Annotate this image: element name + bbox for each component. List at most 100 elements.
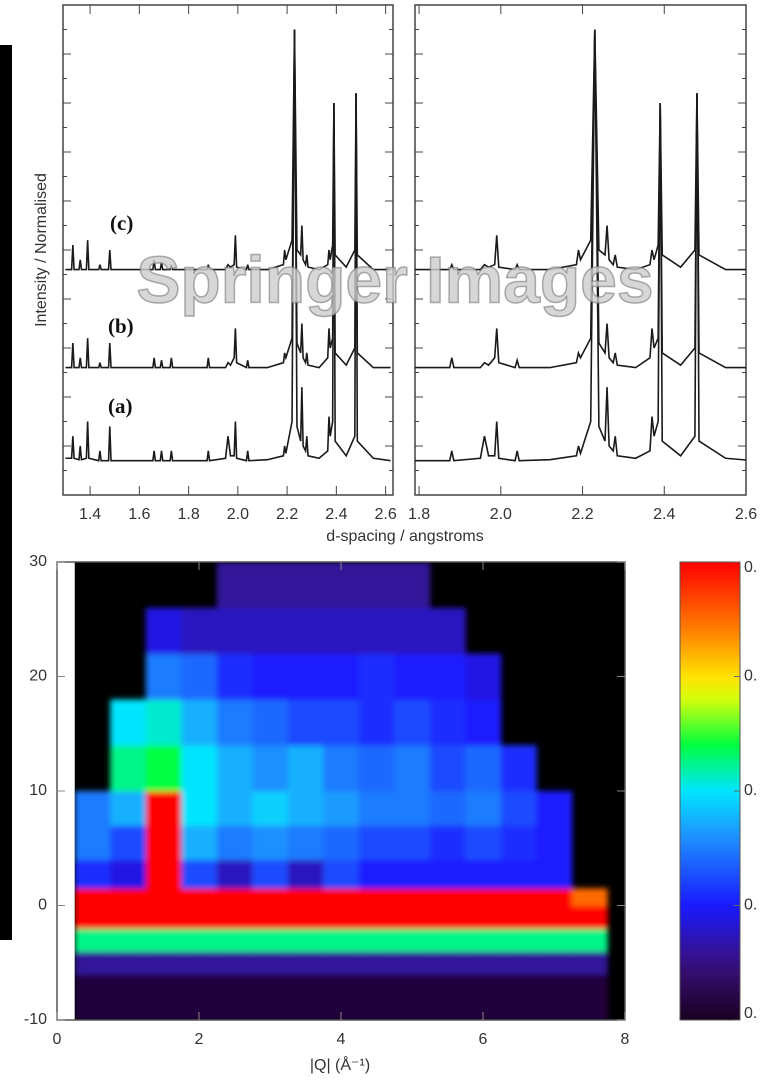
heatmap-cell (74, 928, 111, 952)
heatmap-cell (252, 859, 289, 889)
x-tick-label: 8 (621, 1031, 630, 1048)
heatmap-cell (429, 745, 466, 792)
heatmap-cell (74, 888, 111, 906)
heatmap-cell (358, 825, 395, 861)
heatmap-cell (323, 928, 360, 952)
heatmap-cell (394, 745, 431, 792)
heatmap-cell (429, 699, 466, 746)
series-label: (b) (108, 314, 134, 338)
y-tick-label: -10 (24, 1011, 47, 1028)
heatmap-cell (429, 653, 466, 700)
heatmap-cell (429, 825, 466, 861)
heatmap-cell (181, 791, 218, 826)
heatmap-cell (216, 859, 253, 889)
heatmap-cell (429, 974, 466, 1020)
heatmap-cell (145, 653, 182, 700)
heatmap-cell (287, 607, 324, 655)
spectrum-line (415, 29, 746, 271)
heatmap-cell (571, 951, 608, 975)
heatmap-cell (145, 974, 182, 1020)
heatmap-cell (145, 928, 182, 952)
x-tick-label: 2.0 (227, 506, 249, 523)
x-tick-label: 2.4 (325, 506, 347, 523)
heatmap-cell (216, 888, 253, 906)
x-axis-label: d-spacing / angstroms (326, 528, 483, 545)
heatmap-cell (500, 928, 537, 952)
heatmap-cell (145, 951, 182, 975)
heatmap-cell (571, 974, 608, 1020)
heatmap-cell (394, 562, 431, 609)
heatmap-cell (216, 562, 253, 609)
heatmap-cell (323, 745, 360, 792)
heatmap-cell (465, 888, 502, 906)
heatmap-cell (429, 928, 466, 952)
heatmap-cell (216, 607, 253, 655)
spectrum-line (65, 29, 391, 462)
heatmap-cell (74, 951, 111, 975)
heatmap-cell (358, 859, 395, 889)
colorbar-tick-label: 0. (744, 668, 757, 685)
heatmap-cell (536, 859, 573, 889)
heatmap-cell (216, 653, 253, 700)
x-tick-label: 1.8 (408, 506, 430, 523)
heatmap-cell (465, 699, 502, 746)
heatmap-cell (252, 562, 289, 609)
heatmap-cell (110, 951, 147, 975)
heatmap-cell (500, 974, 537, 1020)
heatmap-cell (287, 905, 324, 929)
heatmap-cell (571, 888, 608, 906)
heatmap-cell (181, 699, 218, 746)
heatmap-cell (571, 905, 608, 929)
heatmap-cell (500, 745, 537, 792)
heatmap-cell (323, 653, 360, 700)
heatmap-cell (500, 859, 537, 889)
heatmap-cell (358, 699, 395, 746)
heatmap-cell (181, 653, 218, 700)
heatmap-cell (252, 825, 289, 861)
heatmap-cell (429, 791, 466, 826)
heatmap-cell (287, 974, 324, 1020)
heatmap-cell (252, 791, 289, 826)
heatmap-cell (465, 653, 502, 700)
y-axis-label: Intensity / Normalised (33, 173, 50, 327)
colorbar-tick-label: 0. (744, 1005, 757, 1022)
heatmap-cell (571, 928, 608, 952)
heatmap-cell (252, 888, 289, 906)
heatmap-cell (287, 888, 324, 906)
heatmap-cell (394, 699, 431, 746)
heatmap-cell (287, 951, 324, 975)
heatmap-cell (216, 905, 253, 929)
x-tick-label: 4 (337, 1031, 346, 1048)
heatmap-cell (323, 859, 360, 889)
x-tick-label: 2.2 (571, 506, 593, 523)
heatmap-cell (252, 607, 289, 655)
heatmap-cell (394, 859, 431, 889)
heatmap-cell (394, 653, 431, 700)
heatmap-cell (287, 745, 324, 792)
heatmap-cell (252, 951, 289, 975)
heatmap-cell (74, 859, 111, 889)
spectrum-line (415, 29, 746, 369)
y-tick-label: 0 (38, 897, 47, 914)
x-tick-label: 0 (53, 1031, 62, 1048)
heatmap-cell (181, 825, 218, 861)
series-label: (a) (108, 394, 133, 418)
heatmap-cell (358, 951, 395, 975)
heatmap-cell (287, 928, 324, 952)
heatmap-cell (323, 825, 360, 861)
heatmap-cell (252, 653, 289, 700)
heatmap-cell (358, 928, 395, 952)
heatmap-cell (181, 951, 218, 975)
heatmap-cell (74, 825, 111, 861)
heatmap-cell (323, 699, 360, 746)
heatmap-cell (74, 791, 111, 826)
heatmap-cell (181, 888, 218, 906)
heatmap-cell (110, 859, 147, 889)
heatmap-cell (74, 905, 111, 929)
heatmap-cell (74, 974, 111, 1020)
heatmap-cell (252, 928, 289, 952)
heatmap-cell (110, 974, 147, 1020)
heatmap-cell (287, 859, 324, 889)
heatmap-cell (145, 607, 182, 655)
